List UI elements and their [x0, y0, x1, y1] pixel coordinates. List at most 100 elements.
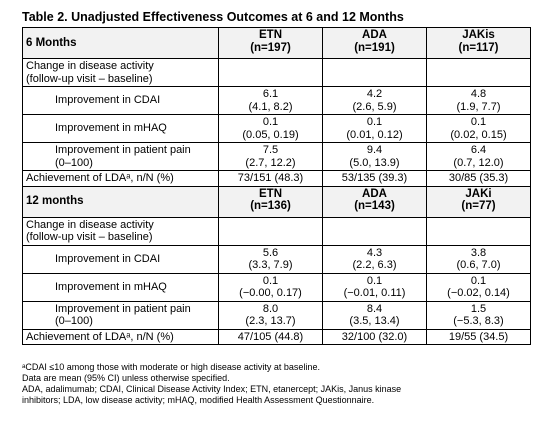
section-header-row: 6 Months ETN (n=197) ADA (n=191) JAKis (n=117): [22, 27, 531, 59]
value-line: (−5.3, 8.3): [453, 315, 504, 327]
row-label: Improvement in patient pain (0–100): [22, 142, 219, 171]
column-header: JAKi (n=77): [426, 185, 531, 218]
value-line: 0.1: [262, 116, 279, 128]
value-cell: 6.4 (0.7, 12.0): [426, 142, 531, 171]
value-line: 8.0: [262, 302, 279, 315]
value-line: (0.01, 0.12): [346, 128, 403, 141]
value-line: (3.3, 7.9): [248, 259, 293, 271]
column-header: ADA (n=143): [322, 185, 427, 218]
label-line: Change in disease activity: [26, 60, 154, 72]
value-line: 4.8: [470, 88, 487, 100]
data-row: Improvement in patient pain (0–100) 8.0 (2.…: [22, 300, 531, 330]
value-cell: 0.1 (−0.02, 0.14): [426, 272, 531, 302]
value-line: (4.1, 8.2): [248, 100, 293, 113]
value-cell: 8.0 (2.3, 13.7): [218, 300, 323, 330]
header-line: (n=197): [250, 41, 291, 54]
row-label: Achievement of LDAᵃ, n/N (%): [22, 170, 219, 187]
header-line: (n=143): [354, 200, 395, 212]
section-header-row: 12 months ETN (n=136) ADA (n=143) JAKi (n=77): [22, 185, 531, 218]
value-line: 8.4: [366, 302, 383, 315]
value-cell: [322, 58, 427, 87]
label-line: (follow-up visit – baseline): [26, 72, 153, 85]
header-line: JAKi: [465, 187, 492, 200]
value-line: (1.9, 7.7): [456, 100, 501, 113]
value-cell: 0.1 (0.01, 0.12): [322, 114, 427, 143]
value-line: 0.1: [366, 274, 383, 287]
value-cell: 53/135 (39.3): [322, 170, 427, 187]
value-cell: 7.5 (2.7, 12.2): [218, 142, 323, 171]
value-line: 53/135 (39.3): [341, 172, 408, 184]
value-line: 7.5: [262, 144, 279, 156]
label-line: Achievement of LDAᵃ, n/N (%): [26, 172, 174, 184]
value-cell: 4.2 (2.6, 5.9): [322, 86, 427, 115]
row-label: Improvement in mHAQ: [22, 272, 219, 302]
data-row: Achievement of LDAᵃ, n/N (%) 47/105 (44.8…: [22, 328, 531, 345]
value-line: (0.02, 0.15): [450, 128, 507, 141]
row-label: Improvement in CDAI: [22, 244, 219, 274]
data-row: Change in disease activity (follow-up vis…: [22, 58, 531, 87]
row-label: Change in disease activity (follow-up vis…: [22, 216, 219, 246]
value-line: 0.1: [470, 116, 487, 128]
value-cell: 0.1 (0.02, 0.15): [426, 114, 531, 143]
header-line: (n=191): [354, 41, 395, 54]
value-line: 5.6: [262, 246, 279, 259]
footnote: ADA, adalimumab; CDAI, Clinical Disease …: [22, 384, 402, 394]
column-header: ETN (n=197): [218, 27, 323, 59]
value-line: 47/105 (44.8): [237, 330, 304, 343]
value-line: (0.05, 0.19): [242, 128, 299, 141]
value-line: (2.7, 12.2): [245, 156, 296, 169]
footnote: Data are mean (95% CI) unless otherwise …: [22, 373, 230, 383]
value-line: 0.1: [470, 274, 487, 287]
value-cell: 5.6 (3.3, 7.9): [218, 244, 323, 274]
value-line: (0.6, 7.0): [456, 259, 501, 271]
value-cell: [322, 216, 427, 246]
value-line: 0.1: [366, 116, 383, 128]
header-line: (n=77): [461, 200, 496, 212]
value-line: 0.1: [262, 274, 279, 287]
value-line: 4.2: [366, 88, 383, 100]
label-line: (0–100): [55, 315, 93, 327]
value-cell: 3.8 (0.6, 7.0): [426, 244, 531, 274]
label-line: Improvement in patient pain: [55, 302, 191, 315]
value-line: (5.0, 13.9): [349, 156, 400, 169]
value-line: 9.4: [366, 144, 383, 156]
value-cell: 9.4 (5.0, 13.9): [322, 142, 427, 171]
data-row: Achievement of LDAᵃ, n/N (%) 73/151 (48.3…: [22, 170, 531, 187]
value-line: (−0.00, 0.17): [239, 287, 302, 299]
label-line: Improvement in CDAI: [55, 94, 161, 107]
data-row: Change in disease activity (follow-up vis…: [22, 216, 531, 246]
value-cell: 8.4 (3.5, 13.4): [322, 300, 427, 330]
column-header: ADA (n=191): [322, 27, 427, 59]
row-label: Improvement in CDAI: [22, 86, 219, 115]
value-line: 19/55 (34.5): [448, 330, 509, 343]
value-cell: 47/105 (44.8): [218, 328, 323, 345]
label-line: (0–100): [55, 156, 93, 169]
results-table: 6 Months ETN (n=197) ADA (n=191) JAKis (n=117)…: [22, 27, 531, 345]
header-line: ADA: [362, 187, 387, 200]
label-line: (follow-up visit – baseline): [26, 231, 153, 243]
value-line: (0.7, 12.0): [453, 156, 504, 169]
value-line: 6.1: [262, 88, 279, 100]
value-line: 32/100 (32.0): [341, 330, 408, 343]
value-line: (2.2, 6.3): [352, 259, 397, 271]
row-label: Achievement of LDAᵃ, n/N (%): [22, 328, 219, 345]
row-label: Improvement in mHAQ: [22, 114, 219, 143]
header-line: ADA: [362, 29, 387, 41]
value-cell: [426, 216, 531, 246]
data-row: Improvement in patient pain (0–100) 7.5 (2.…: [22, 142, 531, 171]
label-line: Improvement in CDAI: [55, 252, 161, 265]
label-line: Improvement in mHAQ: [55, 280, 167, 293]
table-title: Table 2. Unadjusted Effectiveness Outcom…: [22, 10, 404, 24]
section-label: 6 Months: [22, 27, 219, 59]
value-line: 73/151 (48.3): [237, 172, 304, 184]
value-cell: 4.8 (1.9, 7.7): [426, 86, 531, 115]
value-cell: 1.5 (−5.3, 8.3): [426, 300, 531, 330]
column-header: JAKis (n=117): [426, 27, 531, 59]
value-line: 1.5: [470, 302, 487, 315]
footnotes: ᵃCDAI ≤10 among those with moderate or h…: [22, 362, 522, 406]
value-line: 4.3: [366, 246, 383, 259]
value-line: (2.3, 13.7): [245, 315, 296, 327]
value-cell: 4.3 (2.2, 6.3): [322, 244, 427, 274]
row-label: Change in disease activity (follow-up vis…: [22, 58, 219, 87]
data-row: Improvement in CDAI 5.6 (3.3, 7.9) 4.3 (2.2,…: [22, 244, 531, 274]
